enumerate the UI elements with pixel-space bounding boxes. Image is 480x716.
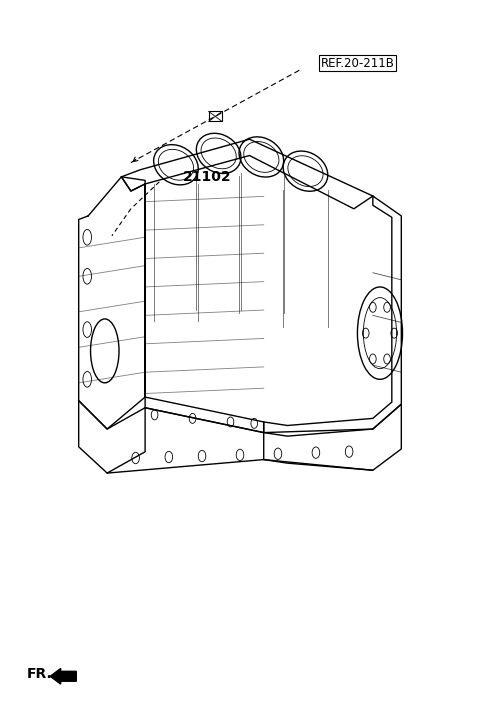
FancyBboxPatch shape [209, 112, 222, 122]
Text: FR.: FR. [26, 667, 52, 681]
Text: 21102: 21102 [183, 170, 232, 184]
Text: REF.20-211B: REF.20-211B [321, 57, 395, 69]
FancyArrow shape [50, 669, 76, 684]
